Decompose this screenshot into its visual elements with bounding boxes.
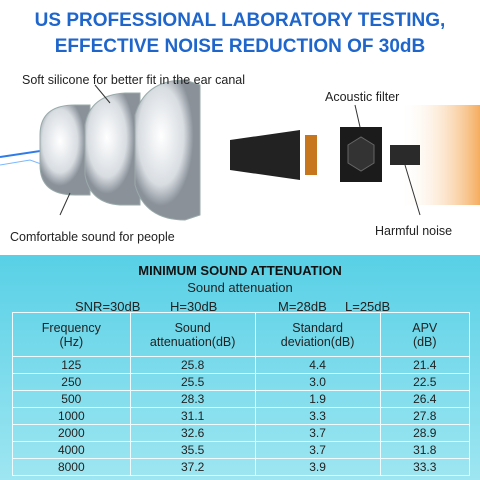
rating: M=28dB: [278, 299, 327, 314]
row: 8000 37.2 3.9 33.3: [12, 458, 470, 476]
cell: 125: [12, 356, 131, 374]
callout: Soft silicone for better fit in the ear …: [22, 73, 246, 87]
cell: 21.4: [379, 356, 470, 374]
header-cell: Frequency (Hz): [12, 312, 131, 357]
cell: 4.4: [254, 356, 381, 374]
headline: US PROFESSIONAL LABORATORY TESTING,: [34, 10, 446, 31]
cell: 500: [12, 390, 131, 408]
product-illustration: [0, 79, 480, 221]
headline: EFFECTIVE NOISE REDUCTION OF 30dB: [54, 36, 426, 57]
attenuation-table: Frequency (Hz) Sound attenuation(dB) Standar…: [12, 312, 470, 476]
row: 250 25.5 3.0 22.5: [12, 373, 470, 391]
row: 500 28.3 1.9 26.4: [12, 390, 470, 408]
cell: 25.8: [129, 356, 256, 374]
cell: 28.3: [129, 390, 256, 408]
cell: 25.5: [129, 373, 256, 391]
header-text: Frequency: [41, 320, 101, 335]
cell: 35.5: [129, 441, 256, 459]
table-subtitle: Sound attenuation: [187, 280, 293, 295]
row: 2000 32.6 3.7 28.9: [12, 424, 470, 442]
cell: 26.4: [379, 390, 470, 408]
callout: Harmful noise: [375, 224, 453, 238]
cell: 28.9: [379, 424, 470, 442]
header-row: Frequency (Hz) Sound attenuation(dB) Standar…: [12, 312, 470, 357]
header-cell: Standard deviation(dB): [254, 312, 381, 357]
row: 4000 35.5 3.7 31.8: [12, 441, 470, 459]
cell: 1.9: [254, 390, 381, 408]
cell: 33.3: [379, 458, 470, 476]
callout: Comfortable sound for people: [10, 230, 175, 244]
cell: 22.5: [379, 373, 470, 391]
header-cell: APV (dB): [379, 312, 470, 357]
header-text: deviation(dB): [280, 334, 355, 349]
table-panel: MINIMUM SOUND ATTENUATION Sound attenuat…: [0, 255, 480, 480]
cell: 8000: [12, 458, 131, 476]
header-text: Sound: [174, 320, 211, 335]
rating: SNR=30dB: [75, 299, 141, 314]
cell: 4000: [12, 441, 131, 459]
header-text: (dB): [412, 334, 437, 349]
table-title: MINIMUM SOUND ATTENUATION: [138, 263, 342, 278]
header-text: attenuation(dB): [149, 334, 236, 349]
callout: Acoustic filter: [325, 90, 400, 104]
cell: 32.6: [129, 424, 256, 442]
header-cell: Sound attenuation(dB): [129, 312, 256, 357]
cell: 31.8: [379, 441, 470, 459]
cell: 3.7: [254, 441, 381, 459]
header-text: (Hz): [59, 334, 84, 349]
cell: 2000: [12, 424, 131, 442]
cell: 37.2: [129, 458, 256, 476]
header-text: APV: [412, 320, 438, 335]
cell: 31.1: [129, 407, 256, 425]
cell: 3.9: [254, 458, 381, 476]
rating: L=25dB: [345, 299, 391, 314]
row: 125 25.8 4.4 21.4: [12, 356, 470, 374]
cell: 27.8: [379, 407, 470, 425]
cell: 3.0: [254, 373, 381, 391]
cell: 3.3: [254, 407, 381, 425]
cell: 3.7: [254, 424, 381, 442]
rating: H=30dB: [170, 299, 218, 314]
header-text: Standard: [292, 320, 343, 335]
cell: 250: [12, 373, 131, 391]
cell: 1000: [12, 407, 131, 425]
row: 1000 31.1 3.3 27.8: [12, 407, 470, 425]
